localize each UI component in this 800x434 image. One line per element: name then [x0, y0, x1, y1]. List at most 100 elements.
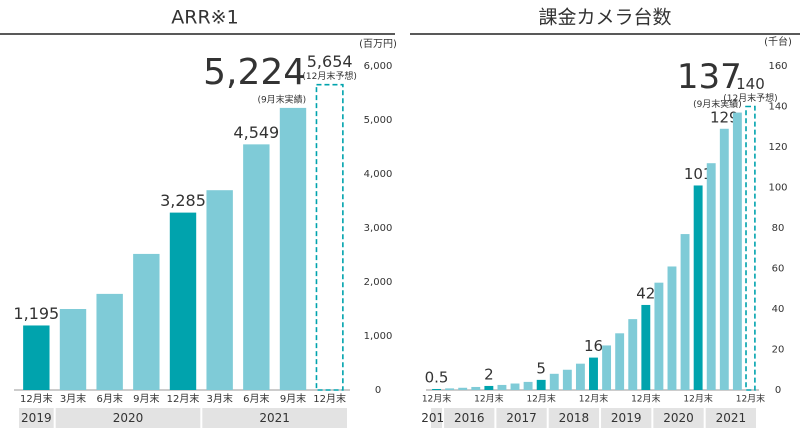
- year-label: 2019: [21, 411, 52, 425]
- year-label: 2020: [663, 411, 694, 425]
- x-tick-label: 12月末: [422, 393, 451, 405]
- bar: [523, 381, 533, 390]
- value-label: 16: [584, 337, 603, 355]
- value-label: 1,195: [13, 304, 59, 323]
- value-label: 137: [677, 57, 742, 97]
- bar: [706, 163, 716, 390]
- bar: [23, 325, 50, 390]
- bar: [59, 309, 87, 390]
- value-label: 101: [684, 165, 713, 183]
- y-tick-label: 80: [772, 223, 785, 234]
- value-note: (12月末予想): [723, 92, 777, 104]
- value-label: 2: [484, 365, 494, 383]
- y-unit: (百万円): [359, 38, 397, 50]
- bar: [279, 107, 307, 391]
- value-note: (9月末実績): [693, 98, 742, 110]
- year-band: [496, 408, 547, 428]
- bar: [745, 105, 756, 391]
- bar: [602, 345, 612, 390]
- bar: [536, 379, 546, 390]
- x-tick-label: 12月末: [526, 393, 555, 405]
- bar: [654, 282, 664, 390]
- bar: [575, 363, 585, 390]
- bar: [169, 212, 197, 390]
- x-tick-label: 6月末: [96, 392, 122, 405]
- bar: [641, 304, 651, 390]
- y-tick-label: 60: [772, 264, 785, 275]
- y-tick-label: 5,000: [364, 115, 393, 126]
- bar: [243, 144, 270, 390]
- year-label: 2018: [559, 411, 590, 425]
- bar: [589, 357, 598, 390]
- y-tick-label: 6,000: [364, 61, 393, 72]
- value-note: (9月末実績): [257, 93, 306, 105]
- year-label: 2021: [259, 411, 290, 425]
- value-label: 42: [636, 284, 655, 302]
- year-band: [653, 408, 704, 428]
- value-label: 5: [536, 359, 546, 377]
- x-tick-label: 12月末: [736, 393, 765, 405]
- bar: [732, 112, 742, 390]
- x-tick-label: 12月末: [683, 393, 712, 405]
- x-tick-label: 12月末: [20, 392, 53, 405]
- bar: [484, 385, 494, 390]
- bar: [445, 388, 455, 390]
- value-label: 5,654: [307, 52, 353, 71]
- y-tick-label: 1,000: [364, 331, 393, 342]
- y-tick-label: 20: [772, 345, 785, 356]
- x-tick-label: 6月末: [243, 392, 269, 405]
- year-label: 2021: [716, 411, 747, 425]
- bar: [206, 190, 233, 390]
- x-tick-label: 12月末: [313, 392, 346, 405]
- bar: [549, 373, 559, 390]
- chart-title: ARR※1: [171, 7, 238, 29]
- year-label: 2016: [454, 411, 485, 425]
- year-band: [705, 408, 756, 428]
- year-band: [548, 408, 600, 428]
- x-tick-label: 3月末: [60, 392, 86, 405]
- bar: [96, 293, 123, 390]
- x-tick-label: 3月末: [206, 392, 232, 405]
- value-label: 4,549: [233, 123, 279, 142]
- chart-title: 課金カメラ台数: [538, 7, 671, 29]
- bar: [432, 388, 441, 390]
- year-band: [202, 408, 347, 428]
- year-label: 2019: [611, 411, 642, 425]
- y-tick-label: 3,000: [364, 223, 393, 234]
- year-band: [601, 408, 652, 428]
- bar: [562, 369, 572, 390]
- y-tick-label: 0: [775, 385, 781, 396]
- year-band: [55, 408, 201, 428]
- value-label: 3,285: [160, 191, 206, 210]
- year-band: [431, 408, 443, 428]
- y-tick-label: 40: [772, 304, 785, 315]
- value-label: 129: [710, 108, 739, 126]
- year-label: 2020: [113, 411, 144, 425]
- y-tick-label: 4,000: [364, 169, 393, 180]
- bar: [615, 333, 625, 390]
- bar: [667, 266, 677, 390]
- value-note: (12月末予想): [302, 70, 356, 82]
- year-label: 2017: [506, 411, 537, 425]
- bar: [628, 319, 638, 390]
- bar: [315, 83, 344, 391]
- x-tick-label: 12月末: [474, 393, 503, 405]
- x-tick-label: 9月末: [133, 392, 159, 405]
- bar: [497, 384, 507, 390]
- value-label: 140: [736, 75, 765, 93]
- value-label: 0.5: [425, 368, 449, 386]
- bar: [471, 386, 481, 390]
- y-unit: (千台): [764, 35, 792, 48]
- bar: [719, 128, 729, 390]
- x-tick-label: 12月末: [579, 393, 608, 405]
- y-tick-label: 0: [375, 385, 381, 396]
- y-tick-label: 120: [768, 142, 787, 153]
- y-tick-label: 160: [768, 61, 787, 72]
- bar: [133, 253, 160, 390]
- value-label: 5,224: [203, 52, 306, 93]
- y-tick-label: 2,000: [364, 277, 393, 288]
- y-tick-label: 140: [768, 102, 787, 113]
- year-band: [444, 408, 495, 428]
- year-band: [19, 408, 54, 428]
